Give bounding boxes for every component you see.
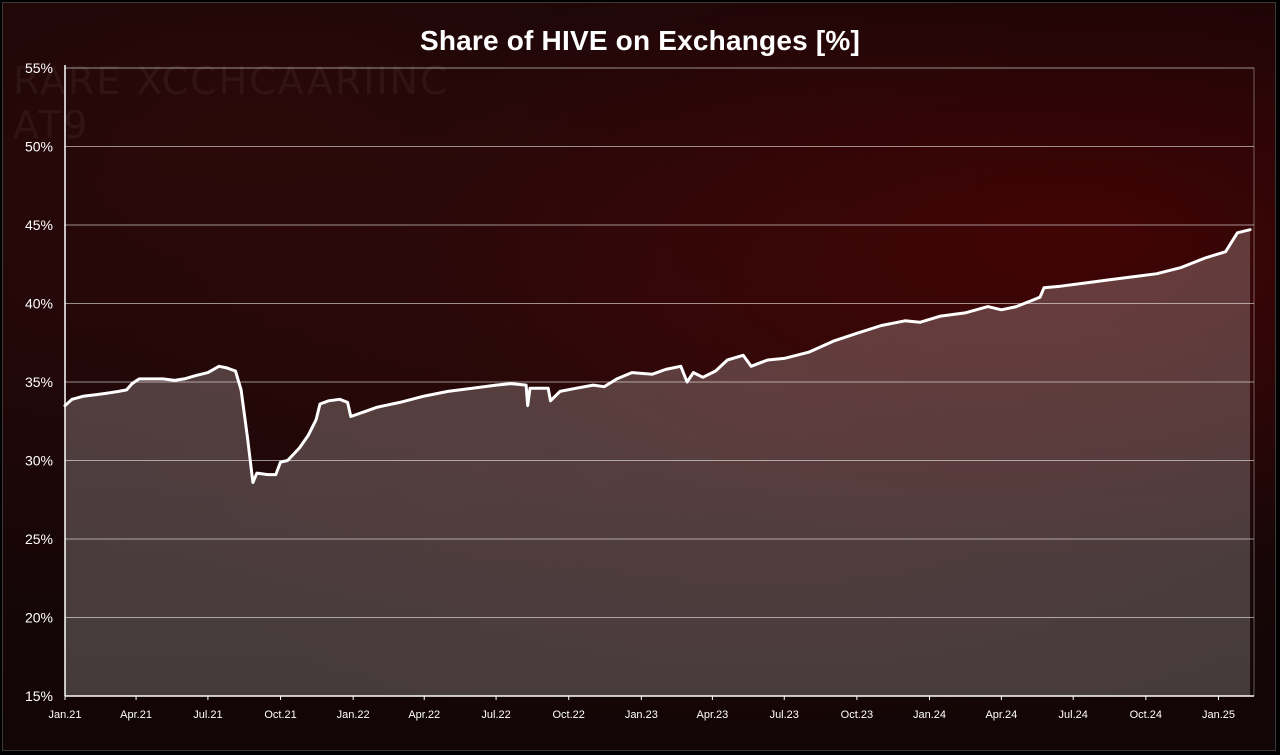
y-tick-label: 40% xyxy=(25,296,53,312)
x-tick-label: Jan.24 xyxy=(913,709,946,721)
y-tick-label: 55% xyxy=(25,60,53,76)
x-tick-label: Jan.23 xyxy=(625,709,658,721)
y-tick-label: 20% xyxy=(25,610,53,626)
x-tick-label: Jul.24 xyxy=(1059,709,1088,721)
x-tick-label: Apr.23 xyxy=(696,709,728,721)
x-tick-label: Apr.21 xyxy=(120,709,152,721)
x-tick-label: Jan.25 xyxy=(1202,709,1235,721)
x-tick-label: Oct.22 xyxy=(553,709,585,721)
y-tick-label: 50% xyxy=(25,139,53,155)
y-tick-label: 30% xyxy=(25,453,53,469)
x-tick-label: Oct.24 xyxy=(1130,709,1162,721)
series-line xyxy=(63,228,1252,484)
x-tick-label: Jan.21 xyxy=(48,709,81,721)
x-tick-label: Apr.22 xyxy=(408,709,440,721)
chart-plot: 15% 20% 25% 30% 35% 40% 45% 50% 55% Jan.21 Apr.21 J… xyxy=(25,60,1255,721)
x-tick-label: Apr.24 xyxy=(985,709,1017,721)
watermark-line-2: AT9 xyxy=(13,103,90,147)
x-tick-label: Jul.23 xyxy=(770,709,799,721)
x-tick-label: Jan.22 xyxy=(337,709,370,721)
x-tick-label: Jul.22 xyxy=(481,709,510,721)
x-tick-label: Oct.21 xyxy=(264,709,296,721)
y-tick-label: 25% xyxy=(25,531,53,547)
series-area xyxy=(65,229,1251,696)
y-tick-label: 45% xyxy=(25,217,53,233)
chart-title: Share of HIVE on Exchanges [%] xyxy=(419,25,861,56)
y-tick-label: 15% xyxy=(25,688,53,704)
y-tick-label: 35% xyxy=(25,374,53,390)
watermark-line-1: RARE XCCHCAARIINC xyxy=(13,59,449,103)
x-tick-label: Jul.21 xyxy=(193,709,222,721)
x-tick-label: Oct.23 xyxy=(841,709,873,721)
background-watermark: RARE XCCHCAARIINC AT9 xyxy=(13,59,449,147)
